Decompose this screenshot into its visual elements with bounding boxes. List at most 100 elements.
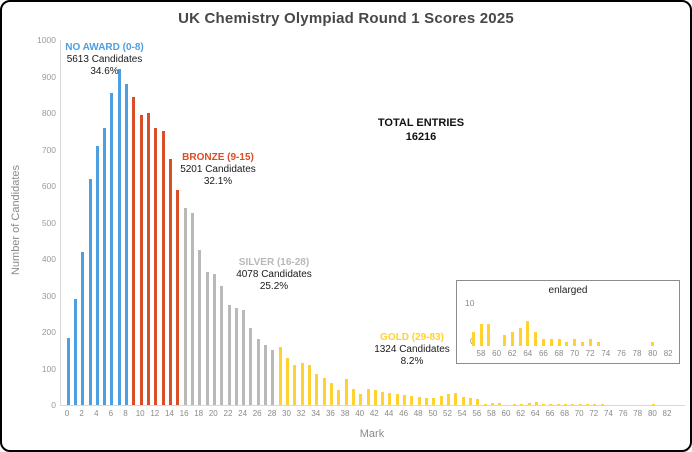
bar-mark-39	[351, 388, 355, 405]
bar-mark-12	[154, 127, 158, 405]
bar-mark-71	[586, 404, 589, 405]
bar-mark-9	[132, 96, 136, 405]
bar-mark-21	[220, 286, 224, 405]
bar-mark-0	[66, 337, 70, 405]
bar-mark-40	[359, 394, 363, 405]
bar-mark-5	[103, 127, 107, 405]
inset-bar-mark-57	[471, 331, 475, 346]
bar-mark-42	[373, 390, 377, 405]
inset-x-tick-64: 64	[523, 349, 533, 358]
x-tick-50: 50	[428, 409, 438, 418]
no-award-percent: 34.6%	[90, 66, 119, 77]
x-tick-48: 48	[413, 409, 423, 418]
inset-x-tick-62: 62	[507, 349, 517, 358]
x-tick-42: 42	[369, 409, 379, 418]
inset-x-tick-80: 80	[648, 349, 658, 358]
y-tick-400: 400	[41, 254, 56, 264]
bar-mark-64	[534, 402, 538, 405]
bar-mark-17	[190, 213, 194, 405]
x-tick-2: 2	[79, 409, 84, 418]
silver-candidates: 4078 Candidates	[236, 269, 312, 280]
x-tick-34: 34	[311, 409, 321, 418]
inset-bar-mark-69	[565, 342, 569, 346]
bar-mark-66	[549, 404, 553, 405]
bar-mark-41	[366, 388, 370, 405]
x-axis-label: Mark	[359, 428, 385, 440]
bar-mark-73	[600, 404, 604, 405]
x-tick-8: 8	[123, 409, 128, 418]
annotation-bronze: BRONZE (9-15) 5201 Candidates 32.1%	[148, 152, 288, 188]
bar-mark-18	[198, 249, 202, 405]
bar-mark-22	[227, 304, 231, 405]
bar-mark-10	[139, 114, 143, 405]
x-tick-62: 62	[516, 409, 526, 418]
bar-mark-61	[512, 403, 516, 405]
bronze-band-label: BRONZE (9-15)	[182, 152, 254, 163]
bar-mark-16	[183, 207, 187, 405]
inset-bar-mark-67	[549, 338, 553, 346]
bar-mark-59	[498, 402, 502, 405]
x-tick-80: 80	[647, 409, 657, 418]
x-tick-72: 72	[589, 409, 599, 418]
bar-mark-23	[234, 308, 238, 405]
bar-mark-28	[271, 350, 275, 405]
x-tick-0: 0	[64, 409, 70, 418]
x-tick-82: 82	[662, 409, 672, 418]
annotation-no-award: NO AWARD (0-8) 5613 Candidates 34.6%	[32, 42, 177, 78]
bar-mark-24	[242, 310, 246, 405]
inset-bar-mark-62	[510, 331, 514, 346]
inset-bar-mark-70	[573, 338, 577, 346]
inset-bar-mark-61	[502, 335, 506, 346]
inset-x-tick-60: 60	[492, 349, 502, 358]
bar-mark-7	[117, 69, 121, 405]
bar-mark-11	[147, 113, 150, 405]
silver-percent: 25.2%	[259, 281, 289, 292]
bar-mark-43	[381, 391, 385, 405]
x-tick-28: 28	[267, 409, 277, 418]
x-tick-30: 30	[282, 409, 291, 418]
bar-mark-72	[593, 404, 597, 405]
bar-mark-35	[322, 377, 326, 405]
bar-mark-69	[571, 404, 575, 405]
bar-mark-6	[110, 92, 114, 405]
bar-mark-68	[564, 404, 568, 405]
y-tick-0: 0	[51, 400, 56, 410]
x-tick-40: 40	[355, 409, 365, 418]
bar-mark-8	[125, 83, 128, 405]
bar-mark-46	[403, 394, 407, 405]
inset-x-tick-74: 74	[601, 349, 611, 358]
bar-mark-53	[454, 393, 458, 405]
bar-mark-33	[308, 364, 311, 405]
x-tick-22: 22	[223, 409, 233, 418]
bar-mark-26	[256, 339, 260, 405]
inset-x-tick-78: 78	[632, 349, 642, 358]
bar-mark-62	[520, 403, 524, 405]
gold-percent: 8.2%	[400, 356, 424, 367]
inset-bar-mark-65	[534, 331, 538, 346]
y-tick-700: 700	[41, 144, 56, 155]
bar-mark-80	[651, 404, 655, 405]
inset-x-tick-72: 72	[585, 349, 595, 358]
x-tick-56: 56	[472, 409, 482, 418]
x-tick-60: 60	[501, 409, 511, 418]
x-tick-26: 26	[252, 409, 262, 418]
y-tick-1000: 1000	[37, 35, 56, 45]
bar-mark-25	[249, 328, 253, 405]
bar-mark-14	[168, 158, 172, 405]
bar-mark-32	[300, 363, 304, 405]
x-tick-70: 70	[574, 409, 584, 418]
x-tick-6: 6	[108, 409, 114, 418]
y-tick-100: 100	[41, 363, 56, 374]
bar-mark-50	[432, 397, 436, 405]
x-tick-16: 16	[179, 409, 189, 418]
x-tick-54: 54	[457, 409, 467, 418]
y-tick-800: 800	[41, 108, 56, 118]
bar-mark-15	[176, 189, 180, 405]
bar-mark-2	[81, 251, 85, 405]
bar-mark-57	[483, 403, 487, 405]
x-tick-76: 76	[618, 409, 628, 418]
inset-x-tick-66: 66	[538, 349, 548, 358]
bar-mark-58	[490, 402, 494, 405]
